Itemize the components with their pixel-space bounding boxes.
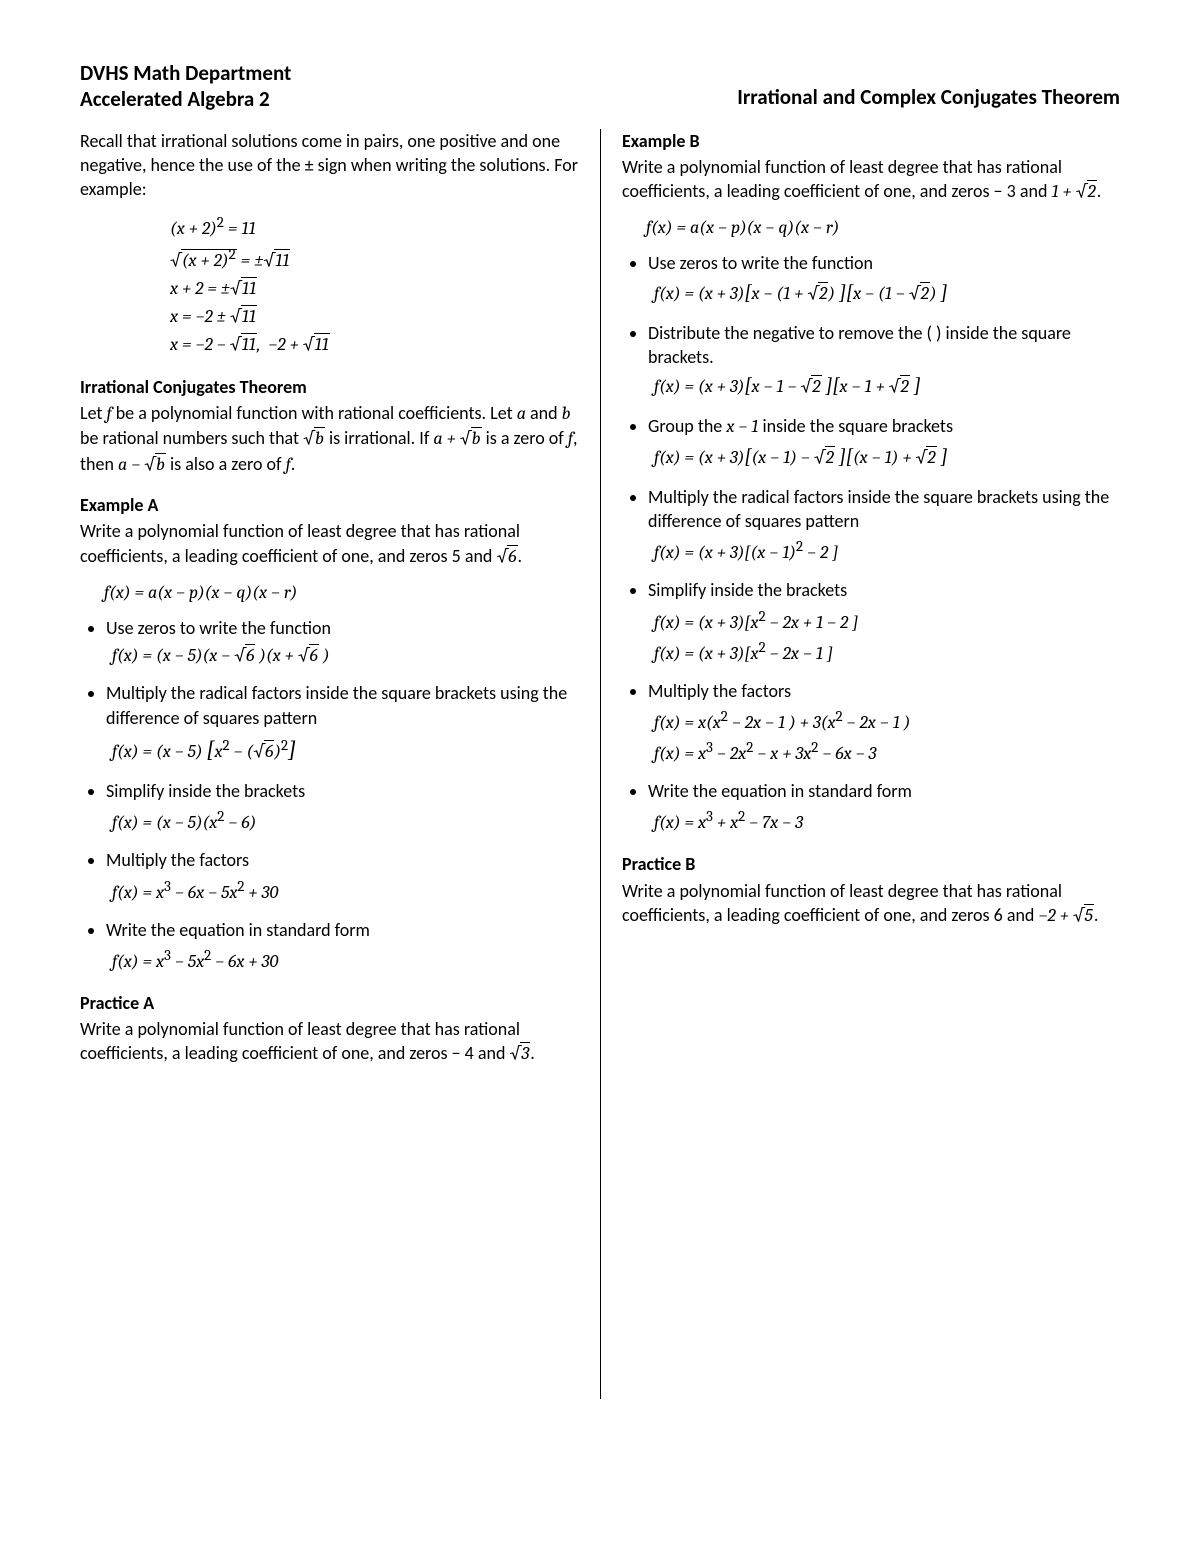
- example-a-prompt: Write a polynomial function of least deg…: [80, 519, 578, 569]
- intro-math: (x + 2)2 = 11 (x + 2)2 = ±11 x + 2 = ±11…: [170, 211, 578, 358]
- example-a-title: Example A: [80, 493, 578, 517]
- example-a-steps: Use zeros to write the function f(x) = (…: [80, 616, 578, 975]
- right-column: Example B Write a polynomial function of…: [600, 129, 1120, 1077]
- list-item: Distribute the negative to remove the ( …: [648, 321, 1120, 403]
- list-item: Group the x − 1 inside the square bracke…: [648, 414, 1120, 472]
- example-b-steps: Use zeros to write the function f(x) = (…: [622, 251, 1120, 836]
- theorem-title: Irrational Conjugates Theorem: [80, 375, 578, 399]
- page: DVHS Math Department Accelerated Algebra…: [0, 0, 1200, 1553]
- example-b-prompt: Write a polynomial function of least deg…: [622, 155, 1120, 205]
- list-item: Write the equation in standard form f(x)…: [648, 779, 1120, 836]
- header: DVHS Math Department Accelerated Algebra…: [80, 60, 1120, 113]
- list-item: Simplify inside the brackets f(x) = (x −…: [106, 779, 578, 836]
- list-item: Multiply the radical factors inside the …: [106, 681, 578, 767]
- content-columns: Recall that irrational solutions come in…: [80, 129, 1120, 1077]
- list-item: Write the equation in standard form f(x)…: [106, 918, 578, 975]
- department-name: DVHS Math Department: [80, 60, 291, 86]
- list-item: Multiply the radical factors inside the …: [648, 485, 1120, 567]
- left-column: Recall that irrational solutions come in…: [80, 129, 600, 1077]
- intro-text: Recall that irrational solutions come in…: [80, 129, 578, 202]
- list-item: Multiply the factors f(x) = x(x2 − 2x − …: [648, 679, 1120, 767]
- example-b-form: f(x) = a(x − p)(x − q)(x − r): [646, 214, 1120, 241]
- example-b-title: Example B: [622, 129, 1120, 153]
- example-a-form: f(x) = a(x − p)(x − q)(x − r): [104, 579, 578, 606]
- header-left: DVHS Math Department Accelerated Algebra…: [80, 60, 291, 113]
- course-name: Accelerated Algebra 2: [80, 86, 291, 112]
- page-title: Irrational and Complex Conjugates Theore…: [737, 84, 1120, 110]
- column-divider: [600, 129, 601, 1399]
- practice-a-prompt: Write a polynomial function of least deg…: [80, 1017, 578, 1067]
- practice-a-title: Practice A: [80, 991, 578, 1015]
- practice-b-title: Practice B: [622, 852, 1120, 876]
- theorem-body: Let f be a polynomial function with rati…: [80, 401, 578, 477]
- list-item: Use zeros to write the function f(x) = (…: [648, 251, 1120, 308]
- list-item: Simplify inside the brackets f(x) = (x +…: [648, 578, 1120, 666]
- list-item: Use zeros to write the function f(x) = (…: [106, 616, 578, 669]
- practice-b-prompt: Write a polynomial function of least deg…: [622, 879, 1120, 929]
- list-item: Multiply the factors f(x) = x3 − 6x − 5x…: [106, 848, 578, 905]
